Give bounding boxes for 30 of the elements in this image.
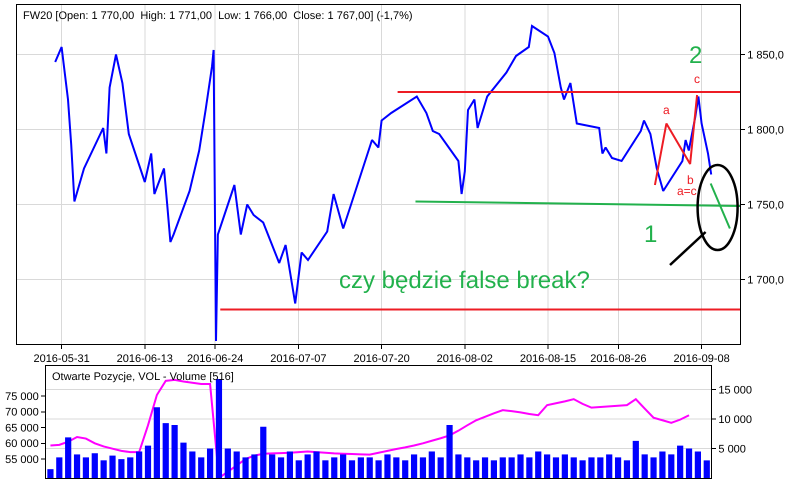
y-tick-label: 1 750,0: [747, 199, 784, 212]
y-tick-label: 1 800,0: [747, 124, 784, 136]
annotation: czy będzie false break?: [339, 267, 590, 294]
annotation: a=c: [677, 184, 697, 198]
x-tick-label: 2016-06-24: [187, 353, 244, 366]
y-tick-label: 65 000: [5, 422, 39, 434]
x-tick-label: 2016-05-31: [33, 353, 90, 366]
y-tick-label: 75 000: [5, 390, 39, 403]
y-tick-label: 55 000: [5, 454, 39, 466]
x-tick-label: 2016-07-20: [353, 353, 410, 366]
chart-title: FW20 [Open: 1 770,00 High: 1 771,00 Low: 1 766,00 Close: 1 767,00] (-1,7%): [23, 10, 413, 22]
x-tick-label: 2016-09-08: [673, 353, 730, 366]
x-tick-label: 2016-06-13: [116, 353, 173, 366]
y-tick-label: 60 000: [5, 438, 39, 450]
y2-tick-label: 5 000: [718, 443, 746, 456]
annotation: b: [687, 173, 694, 187]
annotation: c: [694, 72, 700, 86]
annotation: a: [663, 103, 670, 117]
x-tick-label: 2016-08-15: [520, 353, 576, 366]
y-tick-label: 1 850,0: [747, 49, 784, 62]
y-tick-label: 70 000: [5, 406, 39, 419]
text: Otwarte Pozycje, VOL - Volume [516]: [52, 371, 234, 383]
annotation: 1: [644, 221, 658, 248]
y-tick-label: 1 700,0: [747, 274, 784, 286]
y2-tick-label: 15 000: [718, 384, 752, 396]
annotation: 2: [689, 42, 702, 69]
y2-tick-label: 10 000: [718, 414, 752, 426]
x-tick-label: 2016-08-02: [436, 353, 493, 366]
x-tick-label: 2016-08-26: [590, 353, 647, 366]
x-tick-label: 2016-07-07: [270, 353, 327, 366]
